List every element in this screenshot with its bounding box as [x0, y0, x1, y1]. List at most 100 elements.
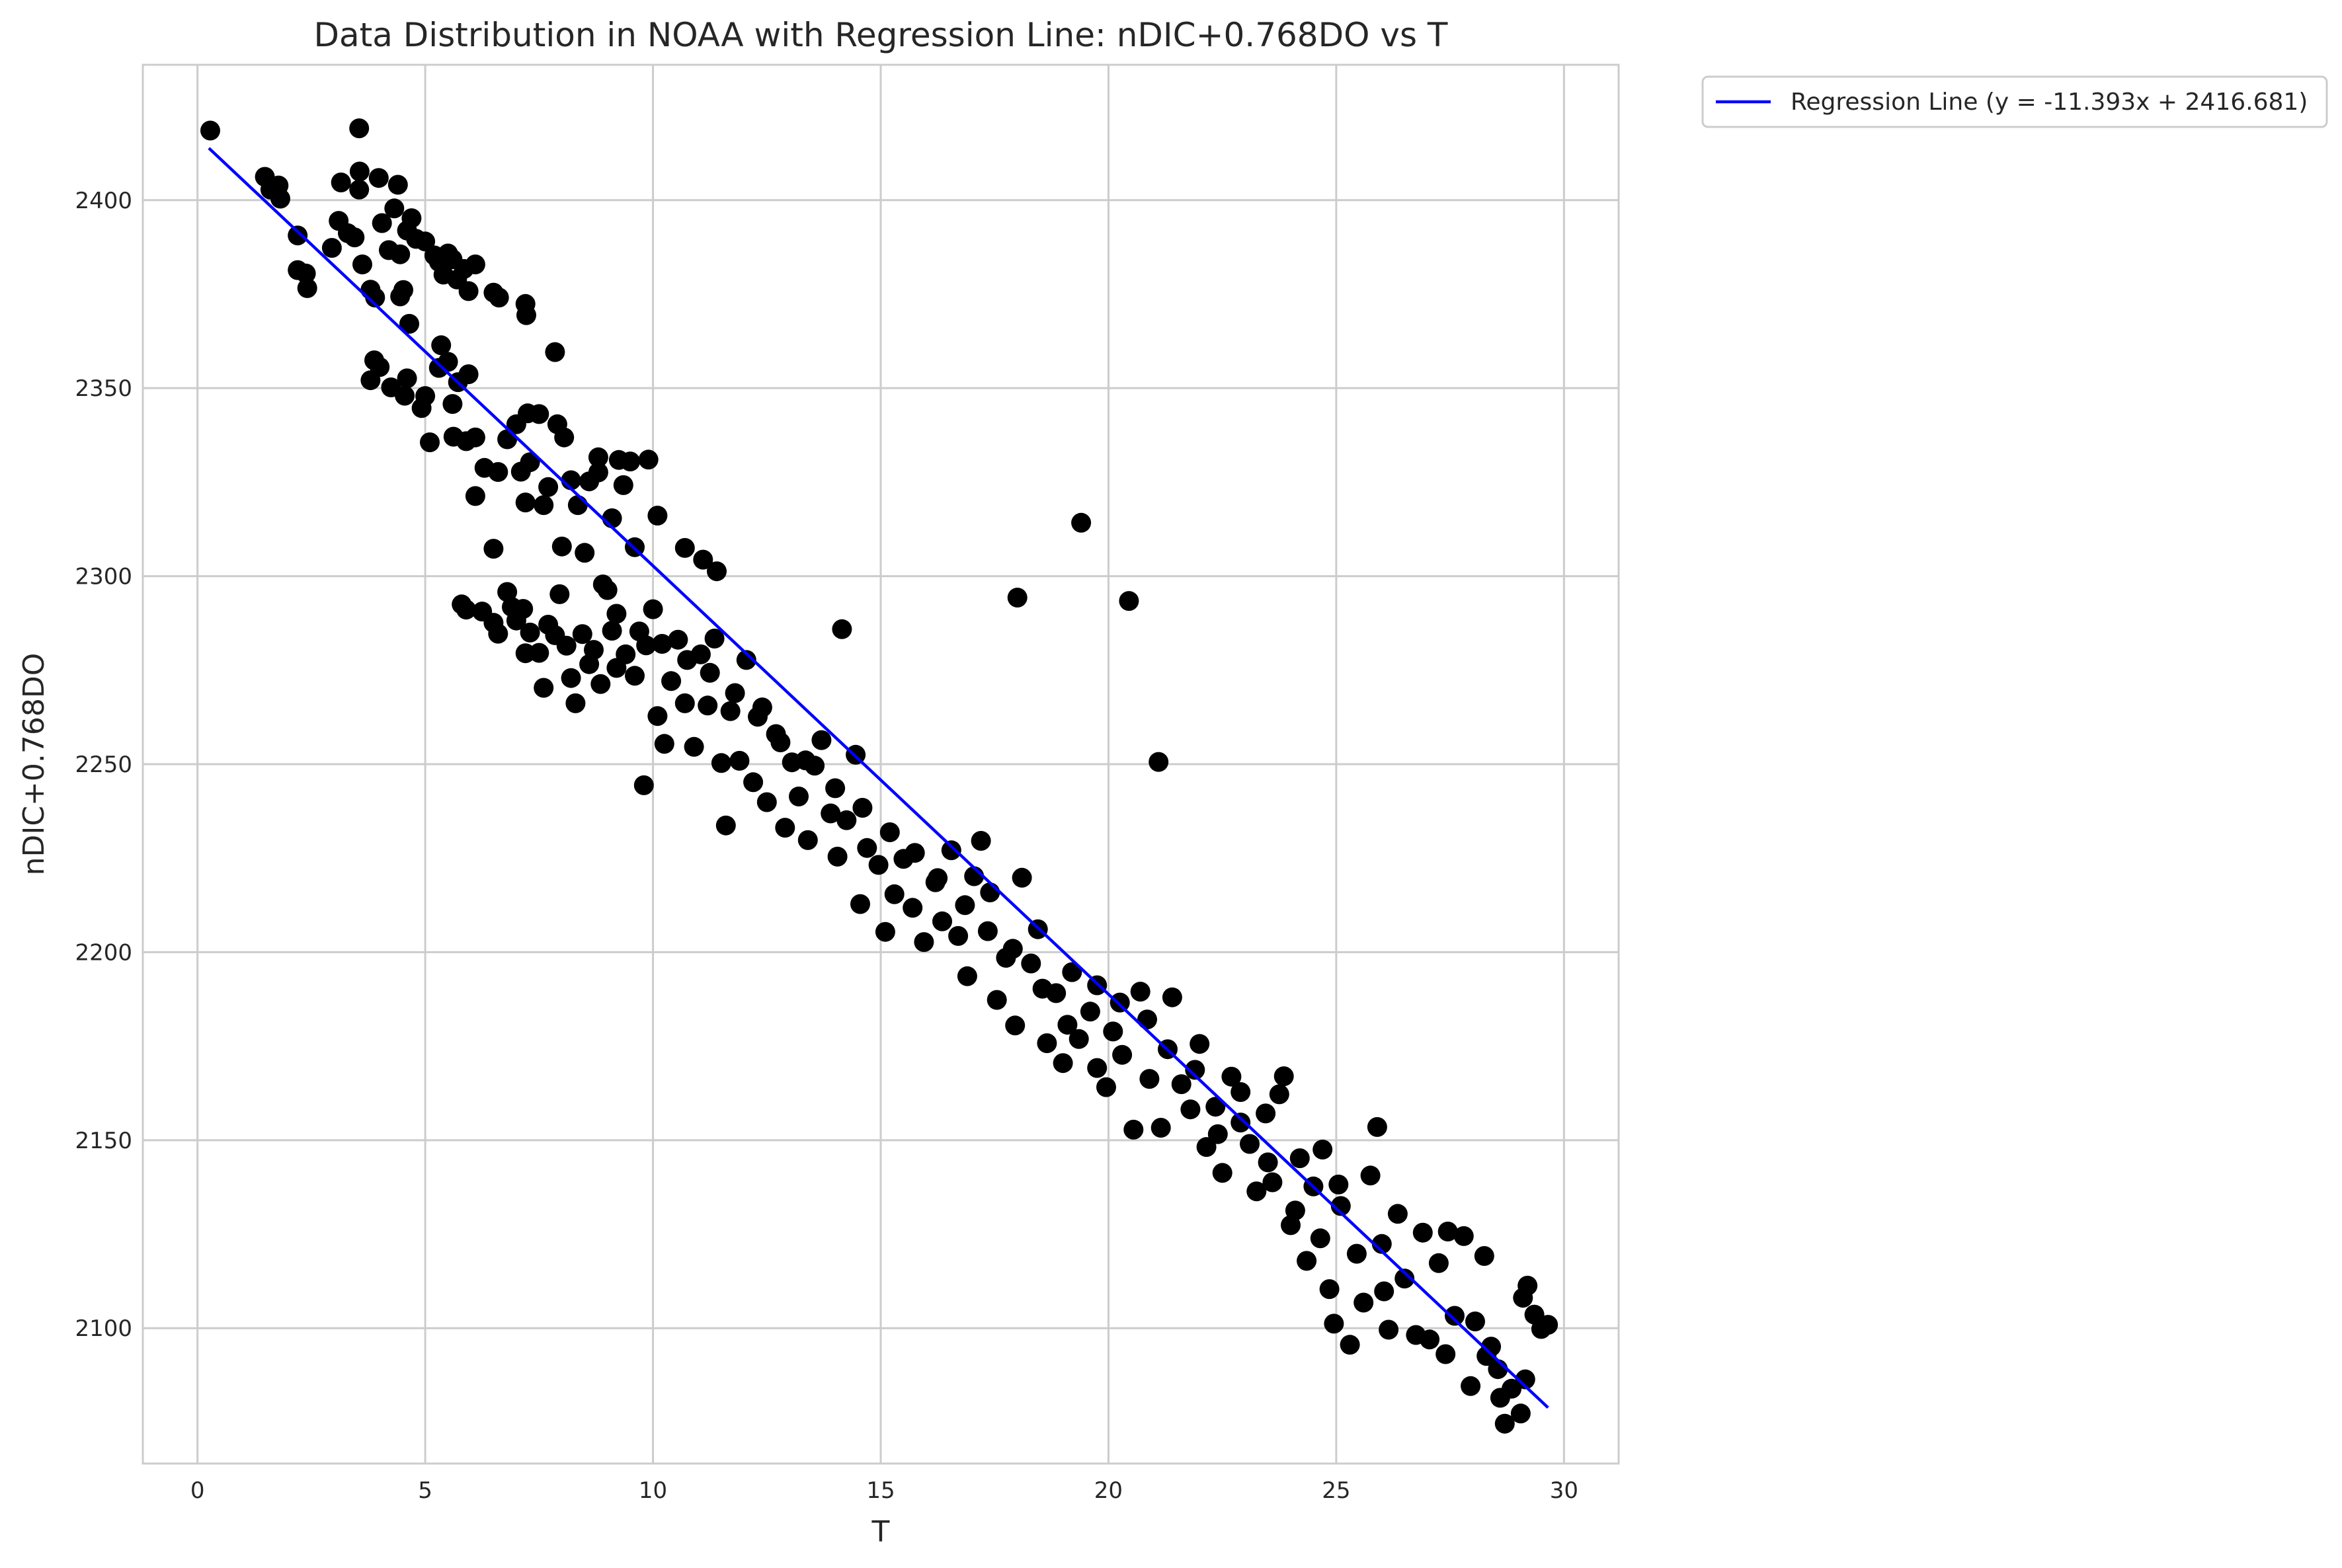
data-point [602, 621, 622, 641]
y-tick-label: 2400 [75, 188, 132, 214]
data-point [1367, 1117, 1387, 1137]
data-point [331, 173, 351, 192]
data-point [1240, 1134, 1260, 1154]
data-point [629, 621, 649, 642]
data-point [903, 898, 923, 918]
data-point [852, 798, 873, 818]
legend-label: Regression Line (y = -11.393x + 2416.681… [1791, 89, 2308, 116]
data-point [1297, 1251, 1317, 1271]
data-point [438, 352, 458, 372]
data-point [715, 815, 736, 836]
data-point [1258, 1152, 1278, 1173]
data-point [1012, 867, 1032, 888]
data-point [647, 706, 668, 726]
data-point [349, 161, 370, 182]
data-point [575, 543, 595, 563]
data-point [1394, 1269, 1415, 1289]
data-point [1221, 1066, 1242, 1087]
data-point [1256, 1103, 1276, 1124]
data-point [489, 288, 509, 308]
data-point [857, 838, 877, 858]
data-point [270, 188, 290, 209]
data-point [941, 840, 961, 861]
data-point [836, 810, 857, 830]
data-point [565, 693, 586, 713]
data-point [1080, 1001, 1100, 1022]
data-point [1190, 1034, 1210, 1054]
data-point [1494, 1413, 1515, 1434]
data-point [1360, 1165, 1381, 1186]
data-point [1453, 1226, 1474, 1246]
data-point [1212, 1163, 1232, 1183]
data-point [483, 539, 504, 559]
data-point [1110, 992, 1130, 1013]
data-point [554, 427, 575, 448]
data-point [811, 730, 832, 750]
data-point [1374, 1281, 1394, 1302]
data-point [955, 895, 975, 916]
data-point [321, 238, 342, 258]
data-point [1205, 1097, 1226, 1117]
data-point [534, 495, 554, 516]
data-point [458, 281, 479, 301]
data-point [344, 227, 365, 248]
data-point [914, 932, 934, 953]
data-point [1420, 1329, 1440, 1350]
data-point [704, 629, 725, 648]
data-point [620, 451, 641, 472]
data-point [572, 624, 592, 645]
data-point [297, 278, 317, 298]
x-tick-label: 5 [418, 1477, 432, 1504]
data-point [1053, 1053, 1073, 1074]
data-point [1137, 1009, 1157, 1030]
data-point [515, 643, 536, 664]
data-point [1130, 982, 1151, 1002]
data-point [1428, 1253, 1449, 1273]
data-point [775, 818, 795, 838]
data-point [613, 475, 633, 495]
data-point [1231, 1113, 1251, 1133]
data-point [390, 244, 411, 264]
data-point [534, 678, 554, 698]
data-point [1071, 512, 1092, 533]
data-point [725, 683, 745, 703]
data-point [1435, 1344, 1456, 1364]
data-point [200, 120, 220, 141]
data-point [720, 701, 741, 721]
data-point [368, 168, 389, 188]
data-point [442, 394, 463, 414]
data-point [711, 753, 731, 773]
data-point [748, 707, 768, 727]
data-point [465, 255, 485, 274]
data-point [654, 734, 674, 754]
data-point [538, 615, 559, 635]
data-point [606, 604, 627, 624]
data-point [795, 750, 816, 771]
data-point [1517, 1275, 1538, 1296]
data-point [1062, 962, 1082, 982]
data-point [395, 385, 415, 406]
data-point [597, 580, 618, 600]
data-point [1007, 588, 1028, 608]
data-point [1328, 1174, 1349, 1195]
data-point [349, 179, 370, 200]
data-point [538, 477, 559, 497]
data-point [684, 736, 704, 757]
data-point [1510, 1403, 1531, 1424]
y-tick-label: 2250 [75, 752, 132, 778]
data-point [652, 634, 672, 654]
data-point [1445, 1306, 1465, 1326]
data-point [465, 486, 485, 506]
data-point [1289, 1148, 1310, 1169]
data-point [1171, 1074, 1191, 1095]
data-point [707, 561, 727, 582]
x-tick-label: 25 [1322, 1477, 1350, 1504]
data-point [1330, 1196, 1351, 1216]
data-point [789, 786, 809, 806]
x-tick-label: 10 [639, 1477, 667, 1504]
data-point [1246, 1181, 1267, 1202]
data-point [520, 622, 540, 643]
data-point [1196, 1137, 1217, 1157]
data-point [497, 582, 518, 602]
